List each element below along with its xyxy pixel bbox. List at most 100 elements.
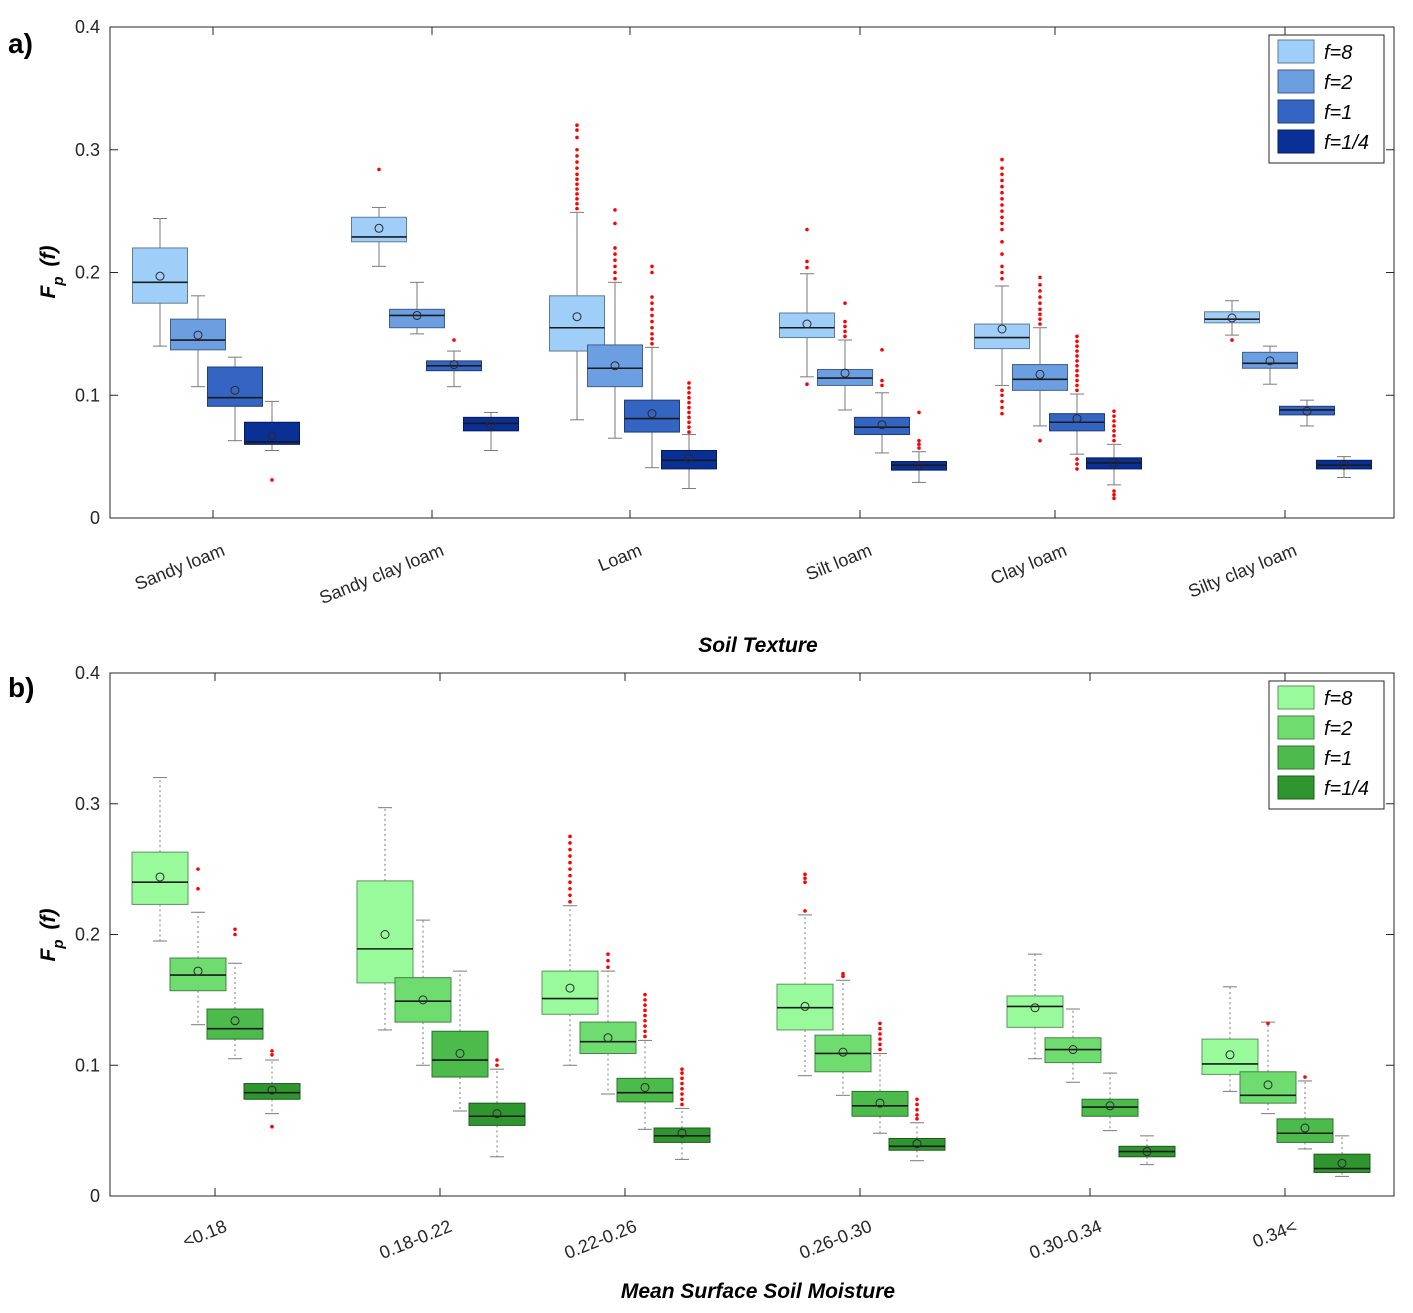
outlier-point [495, 1058, 499, 1062]
outlier-point [575, 192, 579, 196]
panel-a-label: a) [8, 28, 33, 59]
box-f=2-Silty clay loam [1242, 345, 1298, 385]
outlier-point [613, 258, 617, 263]
outlier-point [1112, 438, 1116, 443]
outlier-point [452, 338, 456, 342]
outlier-point [680, 1081, 684, 1086]
x-category-label: 0.34< [1250, 1216, 1300, 1252]
panel-b-plot-area [109, 672, 1395, 1197]
outlier-point [1112, 492, 1116, 497]
outlier-point [680, 1097, 684, 1102]
box-iqr [1276, 1118, 1334, 1143]
outlier-point [1000, 203, 1004, 207]
ylabel-arg: (f) [37, 246, 60, 267]
legend-label: f=1 [1324, 748, 1352, 770]
outlier-point [843, 324, 847, 329]
outlier-point [1000, 209, 1004, 213]
box-iqr [851, 1090, 909, 1117]
box-iqr [206, 1008, 264, 1040]
outlier-point [878, 1032, 882, 1036]
y-tick-label: 0.1 [75, 385, 100, 405]
mean-marker [374, 223, 384, 233]
box-f=8-Silty clay loam [1204, 300, 1260, 342]
mean-marker [193, 330, 203, 340]
box-iqr [854, 416, 910, 436]
outlier-point [803, 872, 807, 877]
box-f=2-Sandy clay loam [389, 281, 445, 335]
outlier-point [1112, 429, 1116, 433]
mean-marker [914, 460, 924, 470]
outlier-point [650, 270, 654, 275]
mean-marker [572, 312, 582, 322]
outlier-point [915, 1102, 919, 1107]
box-iqr [431, 1030, 489, 1078]
box-iqr [394, 977, 452, 1023]
outlier-point [1000, 178, 1004, 183]
outlier-point [1000, 264, 1004, 269]
box-f=2-<0.18 [169, 867, 227, 1026]
outlier-point [613, 270, 617, 275]
box-iqr [587, 344, 643, 388]
legend-swatch [1277, 775, 1315, 800]
box-iqr [579, 1021, 637, 1054]
mean-marker [610, 361, 620, 371]
box-f=1-0.30-0.34 [1081, 1072, 1139, 1132]
x-category-label: Silt loam [803, 540, 874, 584]
outlier-point [687, 381, 691, 385]
outlier-point [915, 1113, 919, 1117]
outlier-point [1112, 424, 1116, 428]
outlier-point [650, 332, 654, 336]
outlier-point [1038, 438, 1042, 443]
outlier-point [1038, 282, 1042, 287]
mean-marker [155, 872, 165, 882]
mean-marker [1105, 1101, 1115, 1111]
mean-marker [455, 1048, 465, 1058]
outlier-point [643, 1029, 647, 1034]
box-f=1-0.22-0.26 [616, 992, 674, 1130]
outlier-point [917, 442, 921, 447]
ylabel-arg: (f) [37, 909, 60, 930]
mean-marker [603, 1033, 613, 1043]
outlier-point [1075, 339, 1079, 344]
outlier-point [643, 998, 647, 1002]
box-f=1/4-Silty clay loam [1316, 456, 1372, 478]
outlier-point [1075, 368, 1079, 373]
outlier-point [803, 876, 807, 881]
box-iqr [779, 312, 835, 339]
outlier-point [1075, 388, 1079, 393]
legend-swatch [1277, 99, 1315, 124]
box-f=8-0.18-0.22 [356, 807, 414, 1031]
panel-a-legend: f=8 f=2 f=1 f=1/4 [1268, 34, 1385, 164]
legend-label: f=8 [1324, 688, 1352, 710]
outlier-point [1000, 270, 1004, 275]
outlier-point [1075, 344, 1079, 348]
mean-marker [684, 453, 694, 463]
box-f=2-Loam [587, 208, 643, 439]
outlier-point [680, 1071, 684, 1075]
outlier-point [1038, 295, 1042, 299]
outlier-point [803, 909, 807, 913]
box-f=1-Loam [624, 264, 680, 469]
box-f=2-0.30-0.34 [1044, 1008, 1102, 1083]
outlier-point [680, 1067, 684, 1071]
outlier-point [680, 1076, 684, 1081]
outlier-point [270, 1049, 274, 1053]
outlier-point [270, 1052, 274, 1057]
outlier-point [1075, 383, 1079, 388]
outlier-point [878, 1047, 882, 1052]
x-category-label: Sandy loam [132, 540, 228, 594]
outlier-point [643, 1018, 647, 1023]
box-iqr [616, 1077, 674, 1103]
legend-swatch [1277, 685, 1315, 710]
outlier-point [880, 348, 884, 352]
outlier-point [805, 259, 809, 264]
x-category-label: Clay loam [988, 540, 1070, 589]
outlier-point [880, 383, 884, 388]
outlier-point [1000, 252, 1004, 256]
box-f=1/4-Silt loam [891, 410, 947, 483]
box-f=1-0.18-0.22 [431, 970, 489, 1112]
mean-marker [640, 1082, 650, 1092]
outlier-point [568, 847, 572, 852]
outlier-point [1112, 433, 1116, 438]
box-iqr [888, 1137, 946, 1151]
